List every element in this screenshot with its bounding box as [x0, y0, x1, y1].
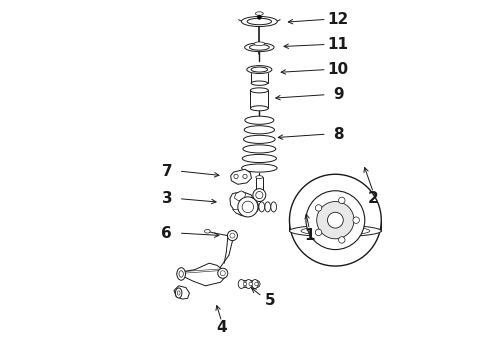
Ellipse shape: [242, 17, 277, 27]
Ellipse shape: [250, 106, 269, 111]
Text: 9: 9: [333, 87, 343, 102]
Polygon shape: [231, 169, 251, 184]
Ellipse shape: [247, 66, 272, 73]
Ellipse shape: [244, 126, 274, 134]
Ellipse shape: [271, 202, 276, 212]
Ellipse shape: [251, 81, 268, 85]
Ellipse shape: [251, 67, 268, 72]
Circle shape: [339, 197, 345, 204]
Circle shape: [257, 15, 262, 19]
Circle shape: [243, 174, 247, 179]
Circle shape: [290, 174, 381, 266]
Polygon shape: [234, 191, 245, 201]
Circle shape: [306, 191, 365, 249]
Circle shape: [234, 174, 238, 179]
Ellipse shape: [177, 268, 186, 280]
Ellipse shape: [259, 202, 265, 212]
Polygon shape: [174, 286, 190, 299]
Ellipse shape: [250, 88, 269, 93]
Circle shape: [256, 192, 263, 199]
Text: 7: 7: [162, 163, 172, 179]
Text: 3: 3: [162, 191, 172, 206]
Ellipse shape: [245, 279, 252, 288]
Ellipse shape: [179, 271, 183, 277]
Polygon shape: [177, 263, 225, 286]
Text: 4: 4: [217, 320, 227, 335]
Circle shape: [353, 217, 359, 224]
Text: 12: 12: [328, 12, 349, 27]
Text: 8: 8: [333, 127, 343, 141]
Polygon shape: [232, 210, 248, 217]
Ellipse shape: [238, 279, 245, 288]
Text: 11: 11: [328, 37, 349, 52]
Circle shape: [253, 189, 266, 202]
Ellipse shape: [290, 225, 381, 237]
Circle shape: [247, 280, 254, 288]
Text: 6: 6: [161, 226, 172, 240]
Text: 1: 1: [304, 228, 315, 243]
Text: 5: 5: [265, 293, 275, 308]
Circle shape: [316, 205, 322, 211]
Ellipse shape: [249, 44, 269, 50]
Circle shape: [316, 229, 322, 235]
Polygon shape: [230, 192, 254, 216]
Ellipse shape: [301, 226, 370, 235]
Ellipse shape: [245, 116, 274, 124]
Circle shape: [238, 197, 258, 217]
Ellipse shape: [252, 279, 258, 288]
Text: 10: 10: [328, 62, 349, 77]
Circle shape: [242, 201, 254, 213]
Circle shape: [220, 271, 225, 276]
Circle shape: [317, 202, 354, 239]
Ellipse shape: [175, 288, 182, 298]
Ellipse shape: [265, 202, 270, 212]
Circle shape: [230, 233, 235, 238]
Circle shape: [227, 230, 238, 240]
Circle shape: [242, 280, 248, 288]
Ellipse shape: [254, 42, 265, 45]
Ellipse shape: [244, 135, 275, 143]
Circle shape: [243, 282, 247, 286]
Ellipse shape: [242, 164, 277, 172]
Circle shape: [249, 282, 252, 286]
Text: 2: 2: [368, 191, 379, 206]
Ellipse shape: [204, 229, 210, 233]
Circle shape: [253, 280, 260, 288]
Ellipse shape: [243, 145, 276, 153]
Ellipse shape: [242, 154, 276, 163]
Circle shape: [218, 268, 228, 278]
Circle shape: [255, 282, 258, 286]
Ellipse shape: [256, 176, 263, 179]
Circle shape: [327, 212, 343, 228]
Ellipse shape: [255, 12, 263, 15]
Ellipse shape: [177, 291, 180, 295]
Circle shape: [339, 237, 345, 243]
Ellipse shape: [247, 18, 271, 25]
Ellipse shape: [245, 43, 274, 51]
Ellipse shape: [253, 202, 259, 212]
